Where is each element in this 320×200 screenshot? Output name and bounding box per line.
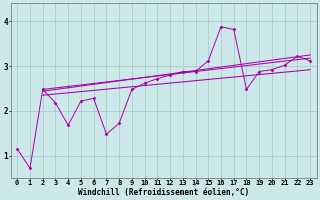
X-axis label: Windchill (Refroidissement éolien,°C): Windchill (Refroidissement éolien,°C): [78, 188, 249, 197]
